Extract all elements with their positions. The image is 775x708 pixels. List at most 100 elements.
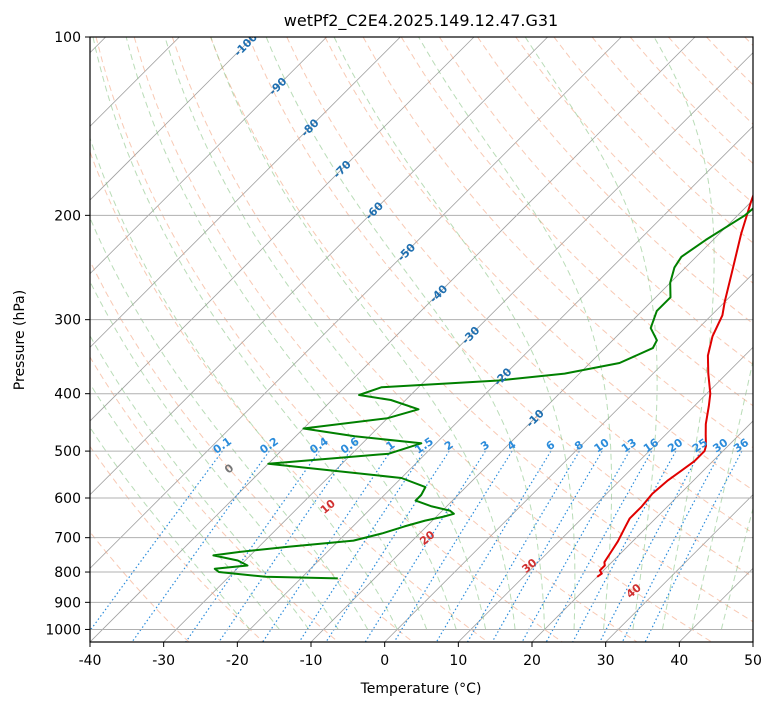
- dry-adiabat-line: [90, 356, 339, 642]
- moist-adiabat-line: [125, 37, 457, 630]
- isotherm-label: -40: [427, 282, 450, 305]
- moist-adiabat-line: [90, 382, 280, 630]
- moist-adiabat-line: [90, 136, 398, 630]
- dry-adiabat-line: [744, 37, 753, 47]
- x-tick-label: 30: [597, 653, 615, 669]
- pressure-gridlines: [90, 37, 753, 630]
- mixing-ratio-label: 16: [641, 436, 661, 456]
- isotherm-line: [384, 273, 753, 642]
- mixing-ratio-label: 30: [710, 436, 730, 456]
- isotherm-label: -80: [298, 116, 321, 139]
- y-tick-label: 600: [54, 491, 81, 507]
- x-tick-label: 50: [744, 653, 762, 669]
- dry-adiabat-line: [248, 37, 753, 578]
- moist-adiabat-line: [92, 37, 428, 630]
- dry-adiabat-line: [706, 37, 753, 86]
- dewpoint-profile-line: [212, 207, 753, 580]
- moist-adiabat-line: [265, 37, 546, 630]
- dry-adiabat-line: [591, 37, 753, 204]
- y-tick-label: 1000: [45, 622, 81, 638]
- mixing-ratio-label: 25: [690, 436, 710, 455]
- moist-adiabat-line: [90, 216, 369, 630]
- y-axis-ticks: 100 200 300 400 500 600 700 800 900 1000: [45, 30, 90, 638]
- y-tick-label: 500: [54, 444, 81, 460]
- isotherm-line: [90, 37, 622, 569]
- x-tick-label: 20: [523, 653, 541, 669]
- x-tick-label: -20: [226, 653, 249, 669]
- temperature-profile-line: [596, 193, 753, 578]
- mixing-ratio-line: [393, 450, 513, 642]
- dry-adiabat-line: [171, 37, 712, 642]
- mixing-ratio-line: [185, 450, 320, 642]
- isotherm-line: [90, 37, 327, 275]
- dry-adiabat-line: [133, 37, 638, 642]
- chart-title: wetPf2_C2E4.2025.149.12.47.G31: [284, 11, 558, 31]
- isotherm-label: -60: [363, 199, 386, 222]
- dry-adiabat-line: [286, 37, 753, 534]
- dry-adiabat-line: [90, 150, 488, 642]
- mixing-ratio-line: [131, 450, 270, 642]
- y-axis-title: Pressure (hPa): [12, 290, 28, 390]
- isotherm-line: [752, 641, 753, 642]
- y-tick-label: 400: [54, 387, 81, 403]
- mixing-ratio-line: [298, 450, 425, 642]
- isotherm-line: [458, 346, 753, 642]
- isotherm-label: -90: [266, 75, 289, 98]
- profile-series: [212, 193, 753, 580]
- moist-adiabat-line: [720, 506, 753, 630]
- mixing-ratio-line: [491, 450, 603, 642]
- moist-adiabat-line: [90, 334, 310, 630]
- y-tick-label: 100: [54, 30, 81, 46]
- moist-adiabat-line: [691, 358, 753, 630]
- y-tick-label: 200: [54, 208, 81, 224]
- isotherm-label: -70: [331, 158, 354, 181]
- theta-label: 30: [519, 556, 539, 576]
- dry-adiabat-line: [210, 37, 753, 623]
- x-tick-label: 40: [670, 653, 688, 669]
- theta-label: 40: [624, 581, 644, 601]
- dry-adiabat-line: [438, 37, 753, 366]
- mixing-ratio-line: [521, 450, 631, 642]
- mixing-ratio-line: [621, 450, 722, 642]
- mixing-ratio-line: [599, 450, 702, 642]
- isotherm-label: -30: [459, 324, 482, 347]
- isotherm-label: -10: [524, 407, 547, 430]
- mixing-ratio-line: [262, 450, 392, 642]
- y-tick-label: 800: [54, 565, 81, 581]
- background-reference-lines: [90, 37, 753, 642]
- mixing-ratio-line: [545, 450, 653, 642]
- moist-adiabat-line: [653, 37, 715, 630]
- x-tick-label: 10: [449, 653, 467, 669]
- line-annotations: 0.1 0.2 0.4 0.6 1 1.5 2 3 4 6 8 10 13 16 20 25 30 36-100-…: [211, 37, 752, 601]
- isotherm-line: [679, 567, 753, 642]
- isotherm-line: [90, 37, 548, 496]
- mixing-ratio-label: 0.2: [257, 435, 280, 457]
- x-tick-label: -10: [300, 653, 323, 669]
- mixing-ratio-label: 20: [665, 436, 685, 456]
- plot-frame: [89, 36, 754, 643]
- x-axis-ticks: -40 -30 -20 -10 0 10 20 30 40 50: [79, 642, 762, 669]
- x-axis-title: Temperature (°C): [360, 681, 482, 697]
- y-tick-label: 300: [54, 313, 81, 329]
- y-tick-label: 900: [54, 595, 81, 611]
- moist-adiabat-line: [418, 37, 613, 630]
- moist-adiabat-line: [333, 37, 576, 630]
- mixing-ratio-line: [644, 450, 743, 642]
- isotherm-label: -20: [491, 365, 514, 388]
- isotherm-line: [90, 37, 401, 348]
- moist-adiabat-line: [164, 37, 487, 630]
- isotherm-line: [605, 494, 753, 642]
- isotherm-line: [90, 37, 475, 422]
- isotherm-line: [90, 37, 254, 201]
- mixing-ratio-label: 0.6: [338, 435, 362, 457]
- mixing-ratio-label: 13: [619, 436, 639, 455]
- mixing-ratio-line: [90, 450, 223, 632]
- moist-adiabat-line: [210, 37, 516, 630]
- dry-adiabat-line: [95, 37, 563, 642]
- x-tick-label: -40: [79, 653, 102, 669]
- mixing-ratio-label: 10: [592, 436, 612, 456]
- mixing-ratio-label: 0.1: [211, 435, 234, 457]
- mixing-ratio-line: [435, 450, 552, 642]
- isotherm-line: [163, 52, 753, 642]
